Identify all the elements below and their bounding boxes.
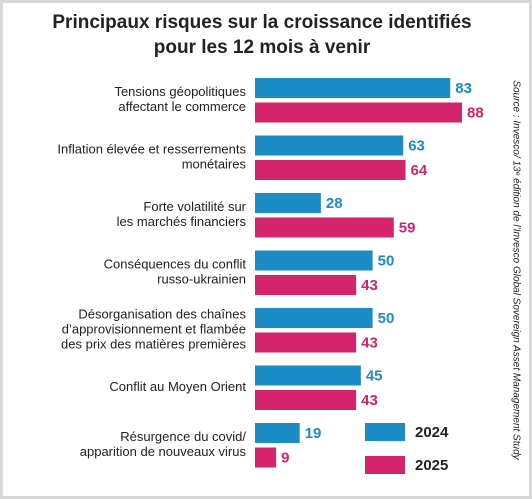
category-label: Conséquences du conflit (104, 257, 247, 272)
bar (255, 332, 357, 353)
category-label: Conflit au Moyen Orient (109, 379, 246, 394)
bar (255, 390, 357, 410)
category-label: des prix des matières premières (61, 337, 246, 352)
value-label: 59 (399, 219, 416, 236)
bar (255, 102, 462, 123)
legend-label: 2024 (415, 424, 449, 441)
category-label: Tensions géopolitiques (114, 84, 246, 99)
category-label: monétaires (182, 157, 247, 172)
category-label: les marchés financiers (117, 214, 247, 229)
value-label: 88 (467, 104, 484, 121)
value-label: 45 (366, 367, 383, 384)
bar (255, 193, 321, 213)
bar (255, 365, 361, 386)
legend-label: 2025 (415, 457, 448, 474)
value-label: 64 (411, 162, 428, 179)
legend-swatch (365, 423, 405, 441)
bar (255, 447, 277, 468)
category-label: Inflation élevée et resserrements (57, 142, 246, 157)
bar (255, 250, 373, 271)
category-label: apparition de nouveaux virus (80, 444, 247, 459)
source: Source : Invesco/ 13ᵉ édition de l’Inves… (510, 80, 521, 460)
value-label: 83 (455, 80, 472, 97)
category-label: affectant le commerce (118, 99, 246, 114)
value-label: 43 (361, 277, 378, 294)
value-label: 19 (305, 425, 322, 442)
bar (255, 217, 394, 238)
value-label: 43 (361, 392, 378, 409)
value-label: 43 (361, 334, 378, 351)
category-label: d’approvisionnement et flambée (62, 322, 246, 337)
bar (255, 423, 300, 443)
value-label: 50 (378, 310, 395, 327)
bar (255, 135, 404, 156)
legend-swatch (365, 456, 405, 474)
bar (255, 160, 406, 180)
category-label: Désorganisation des chaînes (78, 307, 246, 322)
bar (255, 275, 357, 295)
value-label: 63 (408, 137, 425, 154)
value-label: 50 (378, 252, 395, 269)
value-label: 28 (326, 195, 343, 212)
bar (255, 78, 451, 98)
bar (255, 308, 373, 328)
category-label: Forte volatilité sur (143, 199, 246, 214)
category-label: russo-ukrainien (157, 272, 246, 287)
category-label: Résurgence du covid/ (120, 429, 246, 444)
value-label: 9 (281, 449, 289, 466)
chart-title: Principaux risques sur la croissance ide… (52, 12, 471, 33)
chart-title: pour les 12 mois à venir (154, 37, 371, 58)
